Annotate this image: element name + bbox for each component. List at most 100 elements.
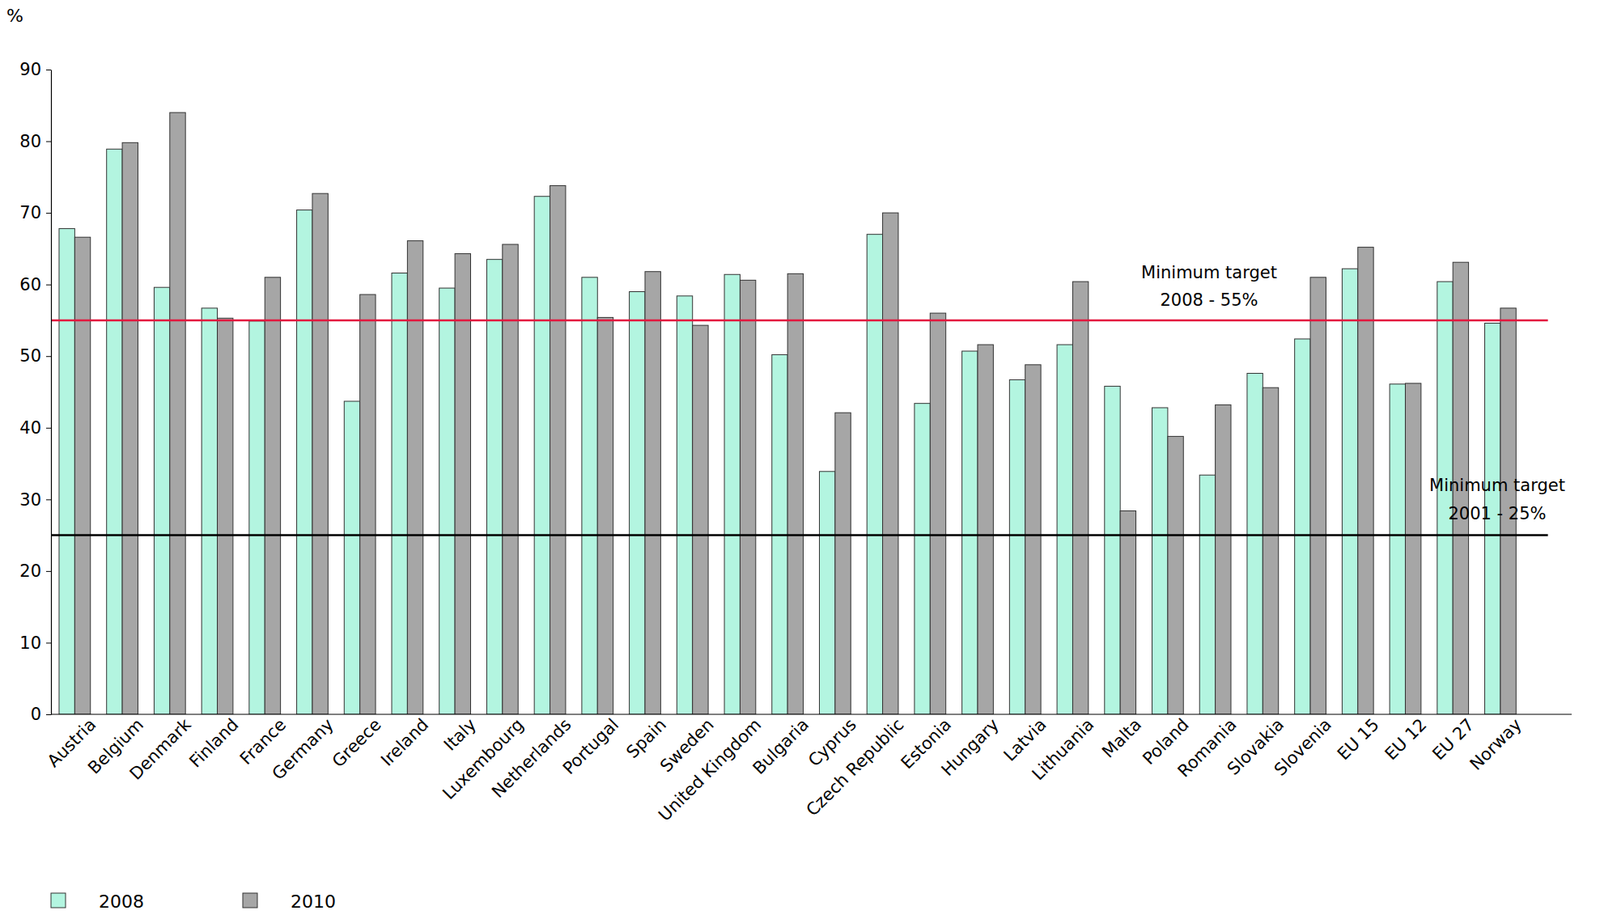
y-axis-line — [50, 70, 52, 716]
x-tick-label: Hungary — [937, 715, 1003, 781]
legend-label: 2008 — [98, 891, 145, 913]
bar — [1152, 407, 1168, 715]
x-tick: Lithuania — [1028, 715, 1099, 786]
bar — [1294, 339, 1311, 715]
x-tick: EU 15 — [1333, 715, 1384, 765]
bar — [360, 294, 376, 715]
annotation: 2008 - 55% — [1159, 290, 1258, 310]
x-tick-label: Slovenia — [1270, 715, 1336, 781]
bar — [153, 287, 170, 715]
bar — [1120, 511, 1136, 715]
bar — [439, 288, 455, 715]
y-tick: 40 — [19, 418, 51, 438]
y-tick-label: 30 — [19, 490, 42, 510]
x-tick: Hungary — [937, 715, 1003, 781]
y-tick-label: 60 — [19, 275, 42, 295]
bar — [1262, 387, 1278, 715]
bar — [724, 274, 740, 715]
bar — [1009, 379, 1025, 715]
legend-label: 2010 — [290, 891, 336, 913]
bar — [962, 351, 978, 715]
reference-lines — [50, 320, 1549, 536]
x-tick: Slovenia — [1270, 715, 1336, 781]
y-tick-label: 50 — [19, 346, 42, 366]
x-axis: AustriaBelgiumDenmarkFinlandFranceGerman… — [43, 714, 1572, 826]
bar — [391, 272, 408, 715]
bar — [1104, 386, 1121, 715]
bar — [1167, 436, 1184, 715]
bar — [122, 142, 138, 715]
bar — [914, 403, 930, 715]
y-tick: 20 — [19, 561, 51, 582]
x-axis-line — [50, 713, 1572, 715]
x-tick: Bulgaria — [748, 715, 813, 780]
bar — [597, 317, 613, 715]
bar — [169, 112, 186, 715]
x-tick: Greece — [328, 715, 386, 773]
y-tick: 80 — [19, 131, 51, 152]
x-tick-label: Germany — [268, 715, 338, 785]
x-tick: Ireland — [377, 715, 433, 771]
y-tick: 60 — [19, 275, 51, 295]
x-tick-label: Luxembourg — [438, 715, 528, 805]
x-tick: Luxembourg — [438, 715, 528, 805]
bar — [74, 237, 90, 715]
legend-swatch — [50, 893, 66, 909]
x-tick-label: Czech Republic — [802, 715, 908, 821]
y-tick-label: 0 — [30, 704, 42, 725]
bar — [581, 277, 598, 715]
y-tick-mark — [46, 714, 51, 716]
y-tick-label: 20 — [19, 561, 42, 582]
x-tick-label: EU 12 — [1381, 715, 1431, 765]
y-tick-mark — [46, 571, 51, 573]
bar — [297, 210, 313, 715]
bar — [550, 185, 566, 715]
x-tick: Czech Republic — [802, 715, 908, 821]
bar — [106, 148, 123, 715]
bar — [629, 292, 646, 715]
bar — [819, 471, 835, 715]
bar — [312, 193, 328, 715]
y-axis-title: % — [6, 5, 24, 26]
x-tick: United Kingdom — [654, 715, 765, 826]
bar — [1358, 247, 1374, 715]
bar — [977, 344, 994, 715]
y-tick-mark — [46, 212, 51, 214]
bar — [1389, 384, 1405, 715]
bar — [787, 273, 803, 715]
bar — [486, 259, 502, 715]
chart: Minimum target2008 - 55%Minimum target20… — [0, 0, 1600, 919]
bar — [676, 296, 692, 715]
x-tick: Portugal — [559, 715, 623, 779]
x-tick-label: Portugal — [559, 715, 623, 779]
x-tick-label: Bulgaria — [748, 715, 813, 780]
bar — [249, 321, 265, 715]
bar — [1215, 404, 1231, 715]
bar — [739, 280, 756, 715]
y-axis: 0102030405060708090 — [19, 59, 51, 725]
y-tick-mark — [46, 141, 51, 143]
x-tick-label: Ireland — [377, 715, 433, 771]
x-tick-label: Denmark — [125, 714, 196, 785]
bar — [1437, 281, 1453, 715]
y-tick-mark — [46, 284, 51, 286]
y-tick: 0 — [30, 704, 51, 725]
bar — [1247, 373, 1263, 715]
bar — [866, 234, 883, 715]
bar — [454, 254, 471, 715]
x-tick: Finland — [185, 715, 242, 773]
x-tick-label: Greece — [328, 715, 386, 773]
bar — [835, 412, 851, 715]
y-tick-label: 70 — [19, 203, 42, 223]
y-tick: 10 — [19, 633, 51, 654]
y-tick: 50 — [19, 346, 51, 366]
x-tick-label: Italy — [440, 715, 480, 756]
legend-swatch — [242, 893, 258, 909]
annotation: Minimum target — [1141, 263, 1278, 283]
x-tick-label: Norway — [1466, 715, 1526, 775]
x-tick-label: United Kingdom — [654, 715, 765, 826]
x-tick: Norway — [1466, 715, 1526, 775]
x-tick: Germany — [268, 715, 338, 785]
y-tick: 30 — [19, 490, 51, 510]
bar — [1404, 383, 1421, 715]
